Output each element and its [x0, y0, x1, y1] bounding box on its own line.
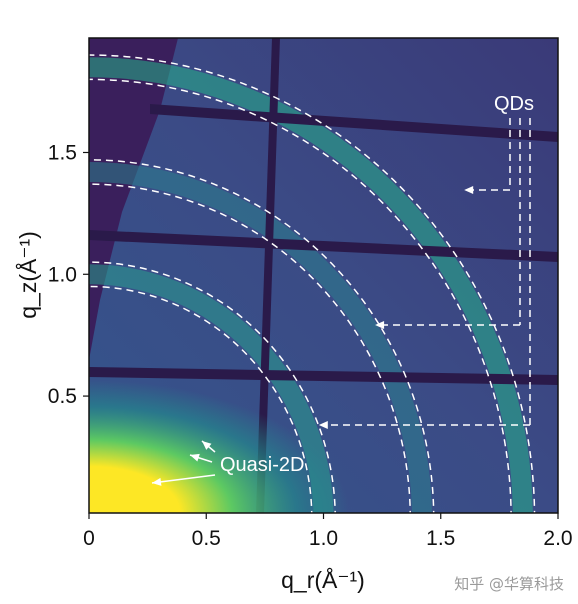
y-axis: 0.5 1.0 1.5 — [48, 141, 89, 408]
ring-guide-2-outer — [89, 159, 435, 513]
x-tick-label: 1.5 — [426, 527, 455, 550]
shadow-region — [89, 38, 178, 360]
quasi-2d-arrow-3 — [151, 474, 216, 484]
x-tick-label: 1.0 — [309, 527, 338, 550]
x-tick-label: 2.0 — [543, 527, 572, 550]
scattering-ring-3 — [89, 57, 533, 513]
x-axis-label: q_r(Å⁻¹) — [281, 566, 365, 593]
x-tick-label: 0 — [83, 527, 95, 550]
ring-guide-2-inner — [89, 183, 411, 513]
x-axis: 0 0.5 1.0 1.5 2.0 — [83, 513, 573, 550]
plot-area — [89, 38, 558, 513]
ring-guide-1-inner — [89, 285, 313, 513]
annotation-qds: QDs — [494, 93, 534, 115]
qd-arrow-3-head — [318, 421, 328, 429]
scattering-ring-2 — [89, 161, 432, 513]
quasi-2d-arrow-head-3 — [152, 477, 162, 486]
detector-gap-h3 — [89, 367, 558, 385]
dashed-ring-guides — [89, 54, 536, 513]
quasi-2d-arrow-head-2 — [190, 453, 200, 462]
y-tick-label: 0.5 — [48, 385, 77, 408]
annotation-arrows — [151, 118, 531, 486]
beamstop-hotspot — [89, 380, 349, 513]
x-tick-label: 0.5 — [192, 527, 221, 550]
detector-gap-h2 — [89, 230, 558, 262]
qd-arrow-2-head — [375, 321, 385, 329]
ring-guide-3-inner — [89, 78, 512, 513]
quasi-2d-arrow-head-1 — [202, 441, 212, 450]
qd-arrow-1-head — [464, 186, 474, 194]
annotation-quasi-2d: Quasi-2D — [220, 454, 304, 476]
y-tick-label: 1.0 — [48, 263, 77, 286]
ring-guide-1-outer — [89, 261, 336, 513]
watermark: 知乎 @华算科技 — [454, 575, 564, 593]
y-tick-label: 1.5 — [48, 141, 77, 164]
ring-guide-3-outer — [89, 54, 536, 513]
y-axis-label: q_z(Å⁻¹) — [14, 231, 41, 319]
